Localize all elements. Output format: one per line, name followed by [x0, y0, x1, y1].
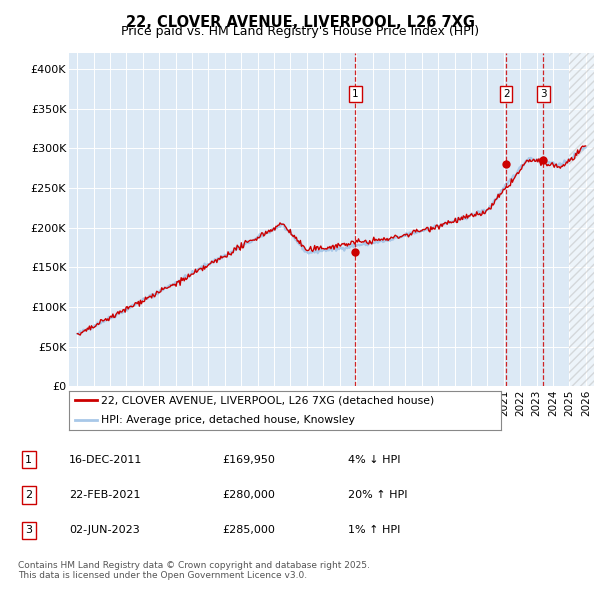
Text: 22-FEB-2021: 22-FEB-2021 [69, 490, 140, 500]
Text: 2: 2 [25, 490, 32, 500]
Text: 20% ↑ HPI: 20% ↑ HPI [348, 490, 407, 500]
Text: Contains HM Land Registry data © Crown copyright and database right 2025.: Contains HM Land Registry data © Crown c… [18, 560, 370, 569]
Text: 22, CLOVER AVENUE, LIVERPOOL, L26 7XG: 22, CLOVER AVENUE, LIVERPOOL, L26 7XG [125, 15, 475, 30]
Text: £280,000: £280,000 [222, 490, 275, 500]
Text: £169,950: £169,950 [222, 455, 275, 464]
Text: 3: 3 [25, 526, 32, 535]
Bar [569, 53, 600, 386]
Text: 1: 1 [25, 455, 32, 464]
Text: 2: 2 [503, 89, 509, 99]
Text: 22, CLOVER AVENUE, LIVERPOOL, L26 7XG (detached house): 22, CLOVER AVENUE, LIVERPOOL, L26 7XG (d… [101, 395, 434, 405]
Text: HPI: Average price, detached house, Knowsley: HPI: Average price, detached house, Know… [101, 415, 355, 425]
Text: This data is licensed under the Open Government Licence v3.0.: This data is licensed under the Open Gov… [18, 571, 307, 580]
Text: 16-DEC-2011: 16-DEC-2011 [69, 455, 142, 464]
Text: 4% ↓ HPI: 4% ↓ HPI [348, 455, 401, 464]
Text: 3: 3 [540, 89, 547, 99]
Text: Price paid vs. HM Land Registry's House Price Index (HPI): Price paid vs. HM Land Registry's House … [121, 25, 479, 38]
Text: 1% ↑ HPI: 1% ↑ HPI [348, 526, 400, 535]
Text: 02-JUN-2023: 02-JUN-2023 [69, 526, 140, 535]
Text: 1: 1 [352, 89, 359, 99]
Text: £285,000: £285,000 [222, 526, 275, 535]
